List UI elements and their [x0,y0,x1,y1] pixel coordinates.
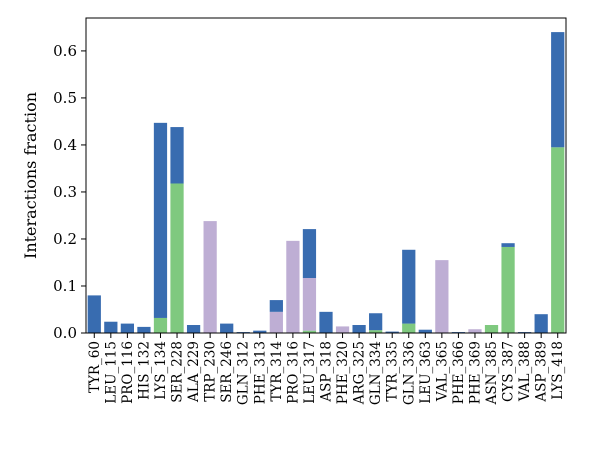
bar-tyr-335-blue [385,331,399,333]
bar-lys-418-blue [551,32,565,148]
x-tick-label-phe-366: PHE_366 [451,341,467,404]
y-tick-label: 0.0 [53,324,77,342]
bar-his-132-blue [137,326,151,333]
bar-asn-385-green [484,325,499,333]
x-tick-label-asp-318: ASP_318 [319,341,335,403]
bar-tyr-60-blue [87,295,101,333]
bar-val-365-purple [435,260,449,333]
bar-gln-336-green [402,323,416,333]
bar-pro-116-blue [120,323,134,333]
bar-pro-316-purple [286,240,300,333]
x-tick-label-phe-320: PHE_320 [335,341,351,404]
x-tick-label-gln-334: GLN_334 [368,341,384,405]
x-tick-label-trp-230: TRP_230 [203,341,219,402]
bar-tyr-314-purple [269,311,283,333]
x-tick-label-asp-389: ASP_389 [534,341,550,403]
x-tick-label-val-365: VAL_365 [434,341,450,402]
bar-phe-313-blue [253,330,267,333]
bars-group [87,32,565,333]
bar-leu-317-blue [302,229,317,278]
bar-ser-246-blue [220,323,234,333]
bar-trp-230-purple [203,221,217,333]
bar-leu-363-blue [418,329,432,333]
bar-leu-115-blue [104,321,118,333]
y-tick-label: 0.2 [53,230,77,248]
x-tick-label-ser-228: SER_228 [170,341,186,403]
bar-ser-228-green [170,183,184,333]
x-tick-label-pro-116: PRO_116 [120,341,136,404]
y-tick-label: 0.1 [53,277,77,295]
bar-cys-387-green [501,246,515,333]
x-tick-label-lys-134: LYS_134 [153,341,169,400]
x-tick-label-phe-369: PHE_369 [467,341,483,404]
bar-tyr-314-blue [269,300,283,312]
y-tick-label: 0.5 [53,89,77,107]
x-tick-label-his-132: HIS_132 [136,341,152,400]
x-tick-label-lys-418: LYS_418 [550,341,566,400]
x-axis: TYR_60 LEU_115 PRO_116 HIS_132 LYS_134 SER_22… [87,333,566,405]
plot-frame [85,17,567,334]
y-axis: 0.0 0.1 0.2 0.3 0.4 0.5 0.6 [53,42,86,342]
x-tick-label-leu-363: LEU_363 [418,341,434,404]
x-tick-label-cys-387: CYS_387 [501,341,517,402]
x-tick-label-tyr-60: TYR_60 [87,341,103,393]
bar-ala-229-blue [186,325,201,333]
bar-lys-134-green [153,317,168,333]
bar-leu-317-purple [302,277,317,331]
y-tick-label: 0.4 [53,136,77,154]
x-tick-label-asn-385: ASN_385 [484,341,500,405]
bar-arg-325-blue [352,325,366,333]
bar-phe-320-purple [335,326,350,333]
bar-gln-336-blue [402,249,416,324]
x-tick-label-gln-336: GLN_336 [401,341,417,405]
bar-ser-228-blue [170,127,184,184]
bar-leu-317-green [302,330,317,333]
x-tick-label-tyr-335: TYR_335 [385,341,401,402]
bar-cys-387-blue [501,243,515,247]
x-tick-label-phe-313: PHE_313 [252,341,268,404]
x-tick-label-ser-246: SER_246 [219,341,235,403]
x-tick-label-ala-229: ALA_229 [186,341,202,403]
x-tick-label-gln-312: GLN_312 [236,341,252,405]
x-tick-label-val-388: VAL_388 [517,341,533,402]
y-axis-label: Interactions fraction [21,92,40,259]
x-tick-label-arg-325: ARG_325 [352,341,368,405]
bar-gln-334-blue [369,313,383,331]
x-tick-label-tyr-314: TYR_314 [269,341,285,402]
bar-asp-389-blue [534,314,548,333]
x-tick-label-pro-316: PRO_316 [285,341,301,404]
bar-lys-134-blue [153,122,168,318]
x-tick-label-leu-317: LEU_317 [302,341,318,404]
bar-phe-369-purple [468,329,482,333]
x-tick-label-leu-115: LEU_115 [103,341,119,404]
y-tick-label: 0.6 [53,42,77,60]
bar-lys-418-green [551,147,565,333]
bar-gln-334-green [369,330,383,333]
y-tick-label: 0.3 [53,183,77,201]
bar-asp-318-blue [319,311,333,333]
